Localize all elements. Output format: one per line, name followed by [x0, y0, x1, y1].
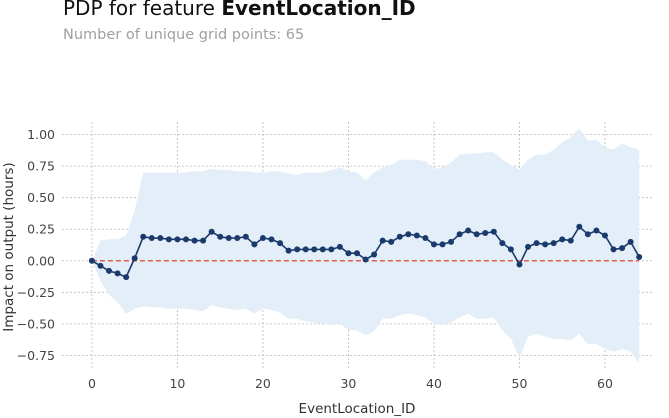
x-axis-label: EventLocation_ID [299, 401, 416, 417]
data-point-51 [525, 243, 532, 250]
data-point-27 [319, 246, 326, 253]
confidence-band [91, 128, 640, 365]
chart-title-prefix: PDP for feature [63, 0, 222, 20]
x-tick-label-2: 20 [255, 376, 271, 391]
data-point-20 [259, 235, 266, 242]
data-point-15 [217, 233, 224, 240]
data-point-30 [345, 250, 352, 257]
data-point-5 [131, 255, 138, 262]
y-axis-label: Impact on output (hours) [1, 162, 17, 331]
y-tick-label-4: 0.00 [27, 253, 55, 268]
data-point-17 [234, 235, 241, 242]
data-point-24 [294, 246, 301, 253]
data-point-16 [225, 235, 232, 242]
data-point-63 [627, 238, 634, 245]
y-tick-label-5: −0.25 [17, 285, 55, 300]
data-point-53 [542, 241, 549, 248]
y-tick-label-3: 0.25 [27, 222, 55, 237]
data-point-37 [405, 231, 412, 238]
data-point-10 [174, 236, 181, 243]
data-point-33 [371, 251, 378, 258]
data-point-12 [191, 237, 198, 244]
band-layer [91, 128, 640, 365]
data-point-7 [148, 235, 155, 242]
data-point-46 [482, 230, 489, 237]
data-point-25 [302, 246, 309, 253]
data-point-52 [533, 240, 540, 247]
data-point-36 [396, 233, 403, 240]
data-point-3 [114, 270, 121, 277]
data-point-23 [285, 247, 292, 254]
data-point-55 [559, 236, 566, 243]
y-tick-label-7: −0.75 [17, 348, 55, 363]
data-point-8 [157, 235, 164, 242]
data-point-31 [354, 250, 360, 257]
data-point-39 [422, 235, 429, 242]
data-point-34 [379, 237, 386, 244]
data-point-6 [140, 233, 147, 240]
data-point-58 [584, 231, 591, 238]
data-point-4 [123, 274, 130, 281]
data-point-14 [208, 228, 215, 235]
x-tick-label-5: 50 [512, 376, 528, 391]
x-tick-label-6: 60 [597, 376, 613, 391]
data-point-45 [473, 231, 480, 238]
data-point-19 [251, 241, 258, 248]
point-layer [88, 223, 643, 281]
data-point-9 [165, 236, 172, 243]
data-point-54 [550, 240, 557, 247]
data-point-28 [328, 246, 335, 253]
data-point-1 [97, 262, 104, 269]
data-point-49 [507, 246, 514, 253]
data-point-26 [311, 246, 318, 253]
data-point-62 [619, 245, 626, 252]
data-point-18 [242, 233, 249, 240]
tick-layer: 1.00 0.75 0.50 0.25 0.00 −0.25 −0.50 −0.75 0 10 20… [17, 127, 613, 391]
data-point-32 [362, 256, 369, 263]
chart-title-feature: EventLocation_ID [221, 0, 416, 20]
data-point-13 [200, 237, 207, 244]
data-point-60 [601, 232, 608, 239]
x-tick-label-3: 30 [340, 376, 356, 391]
data-point-41 [439, 241, 446, 248]
data-point-50 [516, 261, 523, 268]
data-point-38 [413, 232, 420, 239]
x-tick-label-0: 0 [88, 376, 96, 391]
data-point-11 [182, 236, 189, 243]
x-tick-label-4: 40 [426, 376, 442, 391]
y-tick-label-0: 1.00 [27, 127, 55, 142]
data-point-47 [490, 228, 497, 235]
data-point-57 [576, 223, 583, 230]
data-point-48 [499, 240, 506, 247]
y-tick-label-6: −0.50 [17, 316, 55, 331]
data-point-61 [610, 246, 617, 253]
x-tick-label-1: 10 [169, 376, 185, 391]
data-point-64 [636, 253, 643, 260]
chart-title: PDP for feature EventLocation_ID [63, 0, 416, 22]
data-point-43 [456, 231, 463, 238]
data-point-59 [593, 227, 600, 234]
y-tick-label-2: 0.50 [27, 190, 55, 205]
data-point-42 [448, 238, 455, 245]
data-point-2 [106, 267, 113, 274]
data-point-29 [336, 243, 343, 250]
chart-subtitle: Number of unique grid points: 65 [63, 27, 305, 43]
data-point-56 [567, 237, 574, 244]
data-point-35 [388, 238, 395, 245]
data-point-40 [430, 241, 437, 248]
data-point-44 [465, 227, 472, 234]
data-point-22 [277, 240, 284, 247]
y-tick-label-1: 0.75 [27, 159, 55, 174]
data-point-0 [88, 257, 95, 264]
data-point-21 [268, 236, 275, 243]
